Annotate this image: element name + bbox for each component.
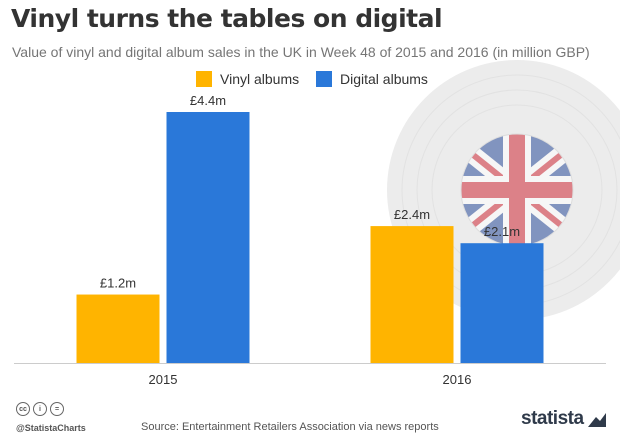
bar-digital-albums-2015: [166, 112, 250, 363]
x-tick-label: 2016: [443, 372, 472, 387]
data-label: £4.4m: [190, 93, 226, 108]
statista-mark-icon: [587, 413, 606, 427]
chart-subtitle: Value of vinyl and digital album sales i…: [12, 44, 590, 60]
by-icon: i: [33, 402, 47, 416]
legend-label-digital: Digital albums: [340, 71, 428, 87]
statista-logo[interactable]: statista: [521, 408, 606, 430]
license-icons: cc i =: [16, 402, 64, 416]
bar-vinyl-albums-2016: [370, 226, 454, 363]
legend-swatch-vinyl: [196, 71, 212, 87]
nd-icon: =: [50, 402, 64, 416]
x-axis: 2015 2016: [14, 363, 606, 387]
twitter-handle: @StatistaCharts: [16, 423, 86, 433]
bars-group: [76, 112, 544, 363]
legend-swatch-digital: [316, 71, 332, 87]
data-label: £2.4m: [394, 207, 430, 222]
x-tick-label: 2015: [149, 372, 178, 387]
data-label: £2.1m: [484, 224, 520, 239]
legend-label-vinyl: Vinyl albums: [220, 71, 300, 87]
cc-icon: cc: [16, 402, 30, 416]
chart-svg: £1.2m £2.4m £4.4m £2.1m 2015 2016: [14, 60, 620, 387]
bar-vinyl-albums-2015: [76, 294, 160, 363]
bar-digital-albums-2016: [460, 243, 544, 363]
brand-name: statista: [521, 408, 584, 429]
source-note: Source: Entertainment Retailers Associat…: [141, 421, 439, 433]
data-label: £1.2m: [100, 276, 136, 291]
chart-title: Vinyl turns the tables on digital: [11, 4, 443, 33]
value-labels-group: £1.2m £2.4m £4.4m £2.1m: [100, 93, 520, 291]
legend-item-digital: Digital albums: [316, 70, 428, 88]
legend: Vinyl albums Digital albums: [0, 70, 620, 90]
legend-item-vinyl: Vinyl albums: [196, 70, 299, 88]
